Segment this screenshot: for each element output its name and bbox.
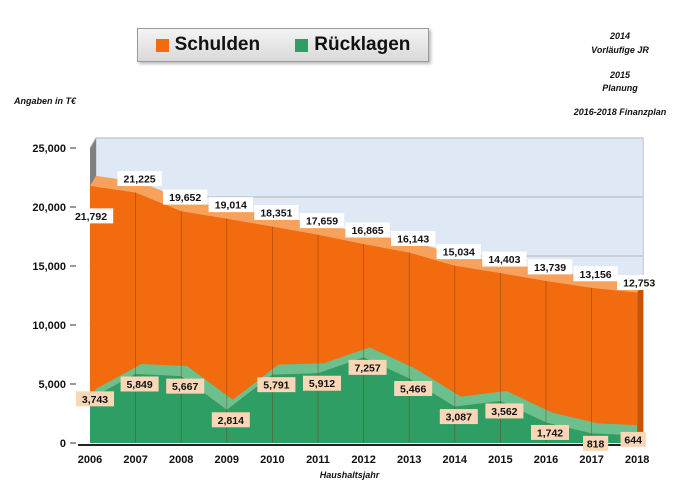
- x-tick-label: 2011: [306, 454, 330, 466]
- ruecklagen-data-label-bg: [303, 375, 341, 391]
- y-tick-label: 15,000: [32, 261, 66, 273]
- ruecklagen-data-label-bg: [166, 378, 205, 394]
- ruecklagen-data-label: 3,087: [446, 412, 472, 424]
- legend-swatch-schulden: [155, 38, 169, 52]
- ruecklagen-data-label-bg: [211, 412, 250, 428]
- ruecklagen-data-label-bg: [531, 424, 569, 440]
- y-tick-label: 5,000: [38, 379, 66, 391]
- schulden-data-label: 13,156: [580, 269, 612, 281]
- ruecklagen-data-label-bg: [620, 431, 646, 447]
- x-tick-label: 2014: [443, 454, 468, 466]
- schulden-data-label-bg: [573, 266, 618, 282]
- note-vorlaeufige-jr: Vorläufige JR: [591, 45, 649, 55]
- x-tick-label: 2012: [351, 454, 375, 466]
- schulden-data-label-bg: [391, 231, 436, 247]
- ruecklagen-data-label: 644: [624, 434, 642, 446]
- schulden-data-label: 18,351: [260, 207, 292, 219]
- ruecklagen-data-label: 7,257: [354, 362, 380, 374]
- x-tick-label: 2018: [625, 454, 649, 466]
- y-tick-label: 10,000: [32, 320, 66, 332]
- right-edge: [637, 282, 644, 443]
- x-tick-label: 2016: [534, 454, 558, 466]
- ruecklagen-data-label-bg: [485, 403, 524, 419]
- x-tick-label: 2009: [215, 454, 239, 466]
- x-tick-label: 2013: [397, 454, 421, 466]
- schulden-data-label: 17,659: [306, 216, 338, 228]
- schulden-data-label-bg: [117, 171, 162, 187]
- legend: Schulden Rücklagen: [137, 28, 429, 62]
- note-2014: 2014: [609, 31, 631, 41]
- x-tick-label: 2015: [488, 454, 512, 466]
- ruecklagen-data-label: 2,814: [218, 415, 244, 427]
- ruecklagen-data-label: 818: [587, 438, 605, 450]
- schulden-data-label-bg: [254, 204, 299, 220]
- ruecklagen-data-label: 5,912: [309, 378, 335, 390]
- legend-item-schulden: Schulden: [155, 34, 261, 56]
- note-2015: 2015: [609, 70, 631, 80]
- ruecklagen-data-label-bg: [583, 435, 609, 451]
- x-tick-label: 2008: [169, 454, 193, 466]
- ruecklagen-area-top: [90, 347, 644, 436]
- schulden-data-label: 15,034: [443, 247, 475, 259]
- ruecklagen-data-label: 1,742: [537, 427, 563, 439]
- ruecklagen-data-label: 5,466: [400, 384, 426, 396]
- schulden-data-label-bg: [617, 275, 662, 291]
- y-unit-label: Angaben in T€: [14, 96, 77, 106]
- x-axis-title: Haushaltsjahr: [319, 470, 380, 480]
- ruecklagen-data-label: 3,562: [491, 406, 517, 418]
- schulden-data-label-bg: [345, 222, 390, 238]
- ruecklagen-data-label-bg: [394, 381, 433, 397]
- legend-label-ruecklagen: Rücklagen: [314, 34, 411, 55]
- schulden-data-label: 19,014: [215, 200, 247, 212]
- ruecklagen-data-label-bg: [348, 359, 387, 375]
- y-tick-label: 25,000: [32, 143, 66, 155]
- ruecklagen-data-label-bg: [439, 409, 478, 425]
- schulden-data-label-bg: [527, 259, 573, 275]
- note-finanzplan: 2016-2018 Finanzplan: [573, 107, 667, 117]
- schulden-data-label: 19,652: [169, 192, 201, 204]
- schulden-data-label: 16,143: [397, 234, 429, 246]
- note-planung: Planung: [602, 83, 638, 93]
- schulden-data-label: 12,753: [623, 278, 655, 290]
- legend-label-schulden: Schulden: [174, 34, 261, 55]
- ruecklagen-data-label: 3,743: [82, 394, 108, 406]
- ruecklagen-data-label-bg: [257, 377, 296, 393]
- schulden-data-label: 16,865: [352, 225, 384, 237]
- schulden-data-label: 21,225: [124, 174, 156, 186]
- legend-swatch-ruecklagen: [295, 38, 309, 52]
- ruecklagen-data-label-bg: [120, 376, 159, 392]
- schulden-data-label-bg: [436, 244, 481, 260]
- schulden-data-label-bg: [299, 213, 345, 229]
- schulden-data-label-bg: [482, 251, 527, 267]
- y-tick-label: 20,000: [32, 202, 66, 214]
- ruecklagen-data-label: 5,791: [263, 380, 289, 392]
- ruecklagen-data-label: 5,849: [126, 379, 152, 391]
- x-tick-label: 2006: [78, 454, 102, 466]
- schulden-data-label: 13,739: [534, 262, 566, 274]
- schulden-data-label: 14,403: [488, 254, 520, 266]
- schulden-data-label-bg: [208, 197, 253, 213]
- schulden-data-label-bg: [68, 208, 114, 224]
- schulden-data-label-bg: [163, 189, 208, 205]
- x-tick-label: 2017: [579, 454, 603, 466]
- schulden-data-label: 21,792: [75, 211, 107, 223]
- ruecklagen-data-label: 5,667: [172, 381, 198, 393]
- legend-item-ruecklagen: Rücklagen: [295, 34, 410, 56]
- y-tick-label: 0: [60, 438, 66, 450]
- gridline-depth: [89, 137, 97, 149]
- x-tick-label: 2007: [123, 454, 147, 466]
- x-tick-label: 2010: [260, 454, 284, 466]
- ruecklagen-data-label-bg: [76, 391, 114, 407]
